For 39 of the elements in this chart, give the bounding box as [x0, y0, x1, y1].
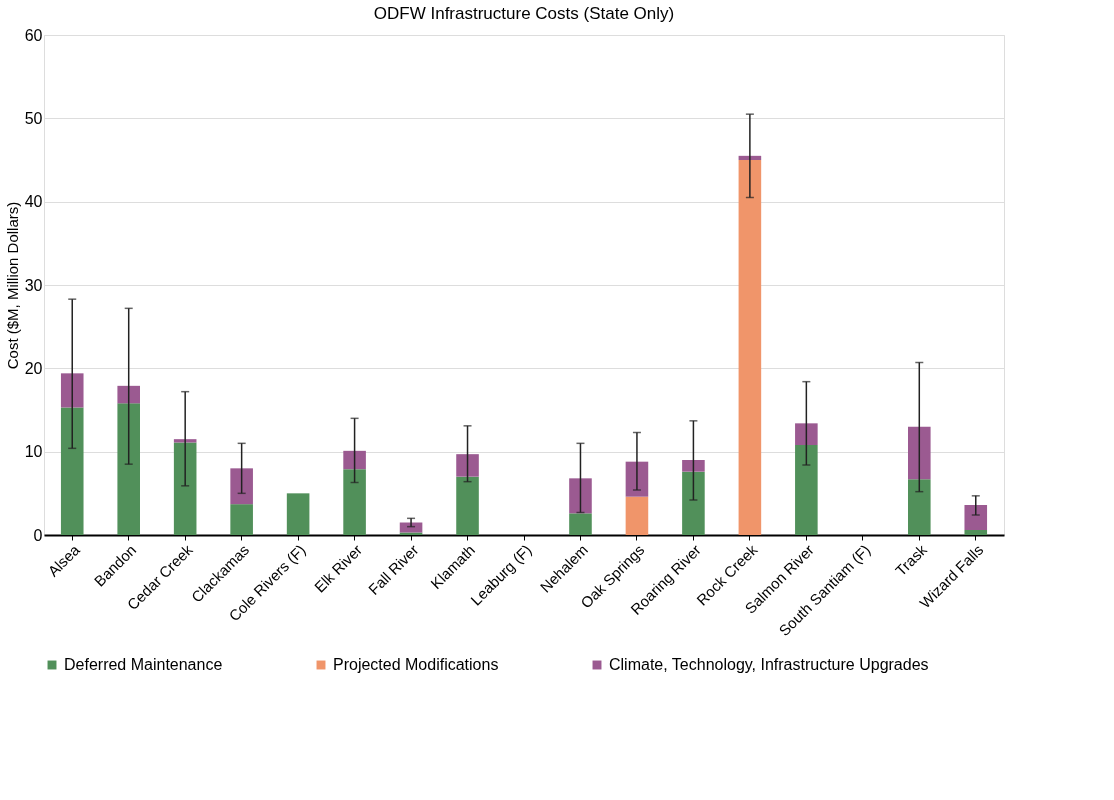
bar [60, 407, 84, 535]
bar [738, 160, 762, 535]
bar [964, 505, 988, 530]
bar [117, 403, 140, 535]
bar [399, 522, 423, 533]
y-tick-label: 10 [24, 443, 43, 461]
bar [173, 442, 197, 535]
y-tick-label: 0 [33, 526, 43, 544]
bar [456, 454, 479, 477]
bar [908, 479, 931, 535]
bar [286, 493, 310, 535]
bar [60, 373, 84, 408]
bar [795, 445, 818, 535]
y-tick-label: 60 [24, 26, 43, 44]
y-tick-label: 20 [24, 359, 43, 377]
legend-label: Climate, Technology, Infrastructure Upgrades [609, 656, 929, 673]
bar [795, 423, 818, 445]
y-tick-label: 50 [24, 109, 43, 127]
bar [625, 461, 649, 497]
bar [456, 476, 479, 535]
bar [682, 471, 705, 535]
y-axis-title: Cost ($M, Million Dollars) [3, 201, 21, 370]
y-tick-label: 30 [24, 276, 43, 294]
bar [908, 426, 931, 480]
y-tick-label: 40 [24, 193, 43, 211]
legend-label: Projected Modifications [333, 656, 499, 673]
bar [569, 513, 592, 535]
chart-title: ODFW Infrastructure Costs (State Only) [373, 4, 675, 23]
bar [682, 460, 705, 472]
bar [625, 496, 649, 535]
bar [230, 504, 253, 535]
bar [173, 439, 197, 443]
bar [343, 469, 366, 535]
bar [230, 468, 253, 505]
legend-label: Deferred Maintenance [64, 656, 223, 673]
bar [343, 450, 366, 470]
bar [117, 385, 140, 404]
bar [569, 478, 592, 514]
bar [964, 530, 988, 535]
